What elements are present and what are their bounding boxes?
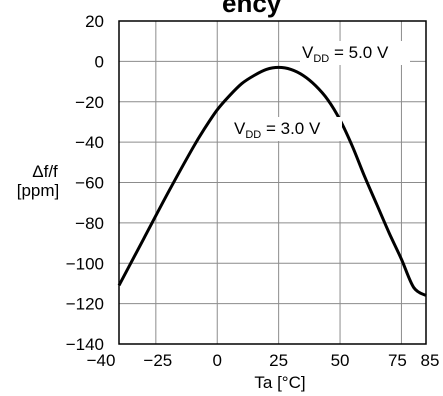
- y-tick-label: −100: [66, 254, 104, 273]
- x-tick-label: 50: [331, 351, 350, 370]
- x-tick-label: 75: [388, 351, 407, 370]
- y-tick-labels: 20 0 −20 −40 −60 −80 −100 −120 −140: [66, 12, 104, 354]
- annotation-text: VDD = 3.0 V: [234, 119, 321, 141]
- x-tick-labels: −40 −25 0 25 50 75 85: [87, 351, 440, 370]
- series-layer: [117, 65, 427, 297]
- y-tick-label: −20: [75, 93, 104, 112]
- x-axis-label: Ta [°C]: [254, 373, 305, 392]
- y-axis-label-line1: Δf/f: [32, 162, 58, 181]
- x-tick-label: −25: [143, 351, 172, 370]
- annotation-text: VDD = 5.0 V: [302, 43, 389, 65]
- series-line: [117, 65, 427, 297]
- annotation-background: [300, 41, 410, 65]
- annotation-vdd-5v: VDD = 5.0 V: [300, 41, 410, 65]
- y-tick-label: 20: [85, 12, 104, 31]
- grid-lines: [118, 20, 427, 345]
- y-tick-label: −40: [75, 133, 104, 152]
- x-tick-label: 0: [213, 351, 222, 370]
- x-tick-label: 25: [269, 351, 288, 370]
- y-tick-label: −60: [75, 174, 104, 193]
- y-tick-label: −120: [66, 295, 104, 314]
- chart-title-fragment: ency: [222, 0, 282, 18]
- y-tick-label: −80: [75, 214, 104, 233]
- annotation-vdd-3v: VDD = 3.0 V: [232, 117, 342, 141]
- y-tick-label: 0: [95, 52, 104, 71]
- y-axis-label-line2: [ppm]: [17, 181, 60, 200]
- annotation-background: [232, 117, 342, 141]
- x-tick-label: −40: [87, 351, 116, 370]
- x-tick-label: 85: [421, 351, 440, 370]
- plot-frame: [118, 20, 427, 345]
- y-tick-label: −140: [66, 335, 104, 354]
